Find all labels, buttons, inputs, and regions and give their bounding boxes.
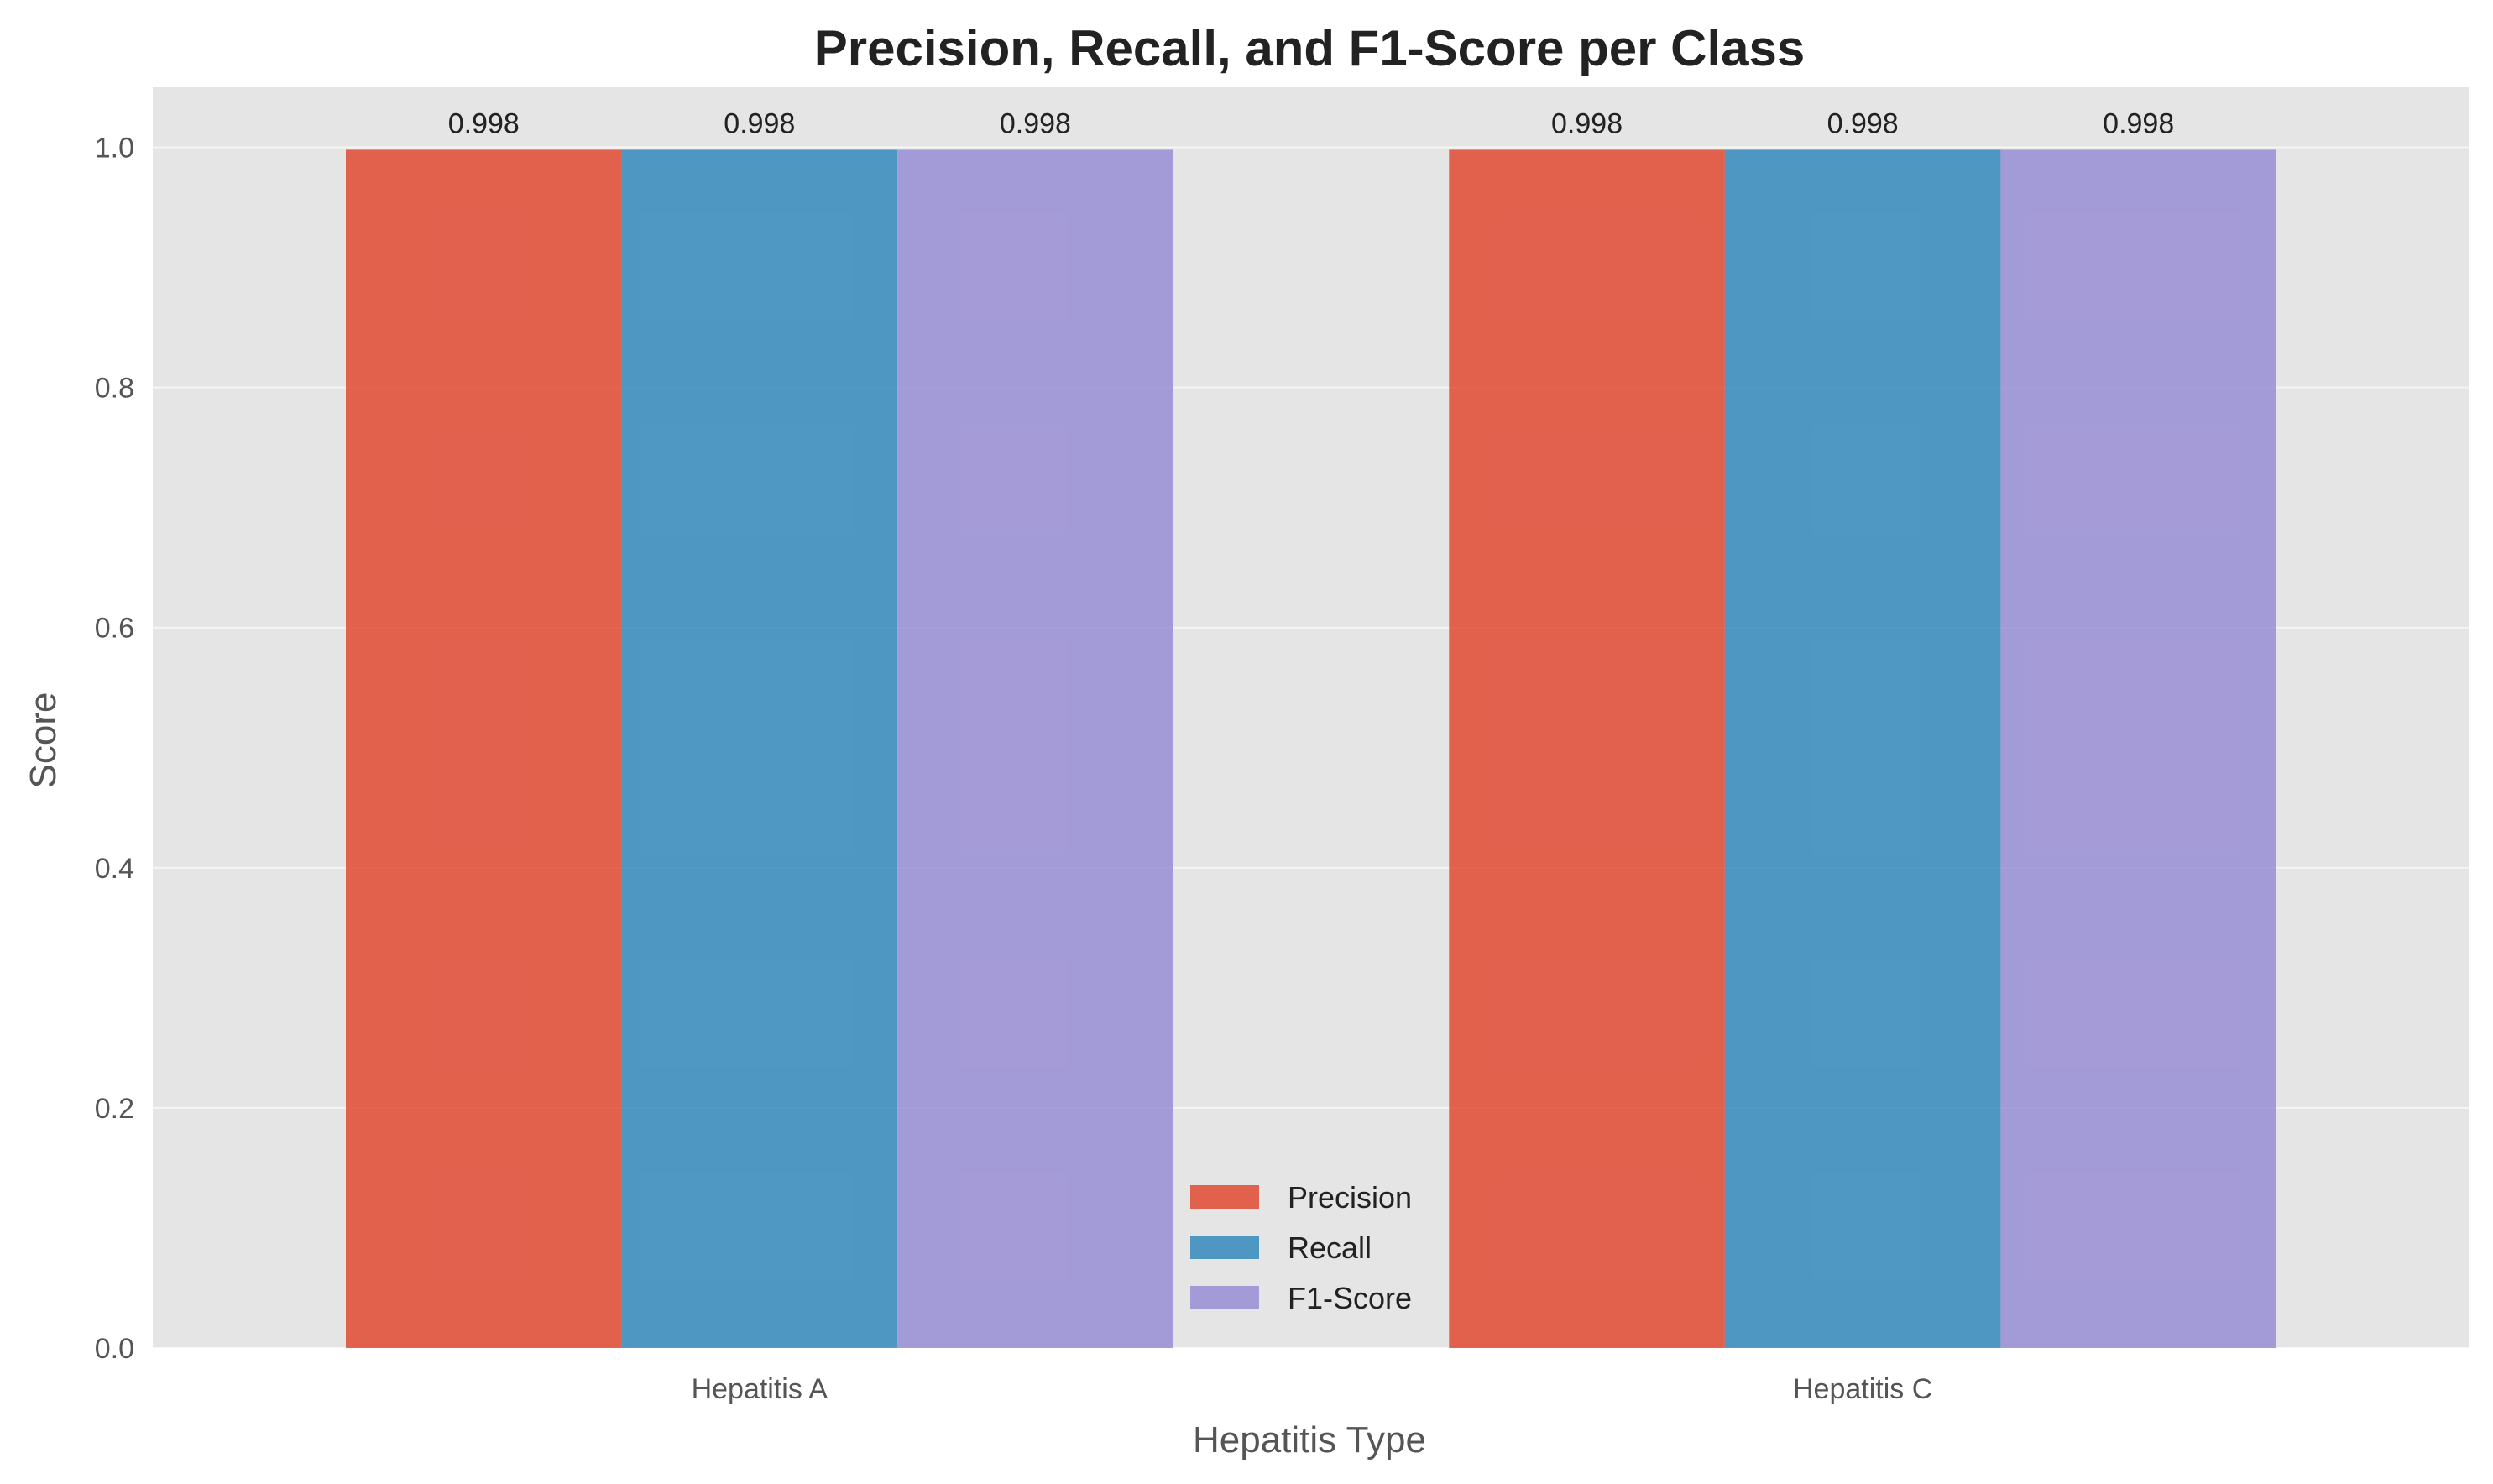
legend-label: Precision <box>1288 1180 1412 1215</box>
bar-precision-0 <box>346 149 622 1348</box>
bar-f1-score-1 <box>2000 149 2276 1348</box>
legend-swatch <box>1190 1236 1259 1259</box>
bar-value-label: 0.998 <box>2103 107 2174 139</box>
x-axis-ticks: Hepatitis A Hepatitis C <box>692 1373 1933 1405</box>
legend-swatch <box>1190 1185 1259 1209</box>
y-tick-label: 0.0 <box>95 1333 134 1365</box>
y-axis-label: Score <box>23 692 64 789</box>
y-tick-label: 0.6 <box>95 613 134 645</box>
bar-value-label: 0.998 <box>448 107 520 139</box>
bars <box>346 149 2276 1348</box>
bar-f1-score-0 <box>897 149 1173 1348</box>
y-tick-label: 1.0 <box>95 133 134 165</box>
bar-precision-1 <box>1449 149 1725 1348</box>
legend-label: F1-Score <box>1288 1281 1412 1315</box>
y-tick-label: 0.8 <box>95 373 134 405</box>
x-tick-label: Hepatitis A <box>692 1373 828 1405</box>
bar-recall-1 <box>1724 149 2001 1348</box>
chart-title: Precision, Recall, and F1-Score per Clas… <box>814 20 1806 76</box>
y-tick-label: 0.4 <box>95 853 134 885</box>
bar-value-label: 0.998 <box>1827 107 1899 139</box>
legend-swatch <box>1190 1286 1259 1309</box>
x-axis-label: Hepatitis Type <box>1193 1419 1426 1460</box>
y-axis-ticks: 0.0 0.2 0.4 0.6 0.8 1.0 <box>95 133 134 1365</box>
data-labels: 0.998 0.998 0.998 0.998 0.998 0.998 <box>448 107 2175 139</box>
bar-recall-0 <box>621 149 898 1348</box>
legend-label: Recall <box>1288 1231 1372 1265</box>
y-tick-label: 0.2 <box>95 1093 134 1125</box>
bar-value-label: 0.998 <box>724 107 795 139</box>
legend: Precision Recall F1-Score <box>1190 1180 1412 1315</box>
bar-value-label: 0.998 <box>1551 107 1623 139</box>
bar-value-label: 0.998 <box>1000 107 1071 139</box>
x-tick-label: Hepatitis C <box>1793 1373 1932 1405</box>
